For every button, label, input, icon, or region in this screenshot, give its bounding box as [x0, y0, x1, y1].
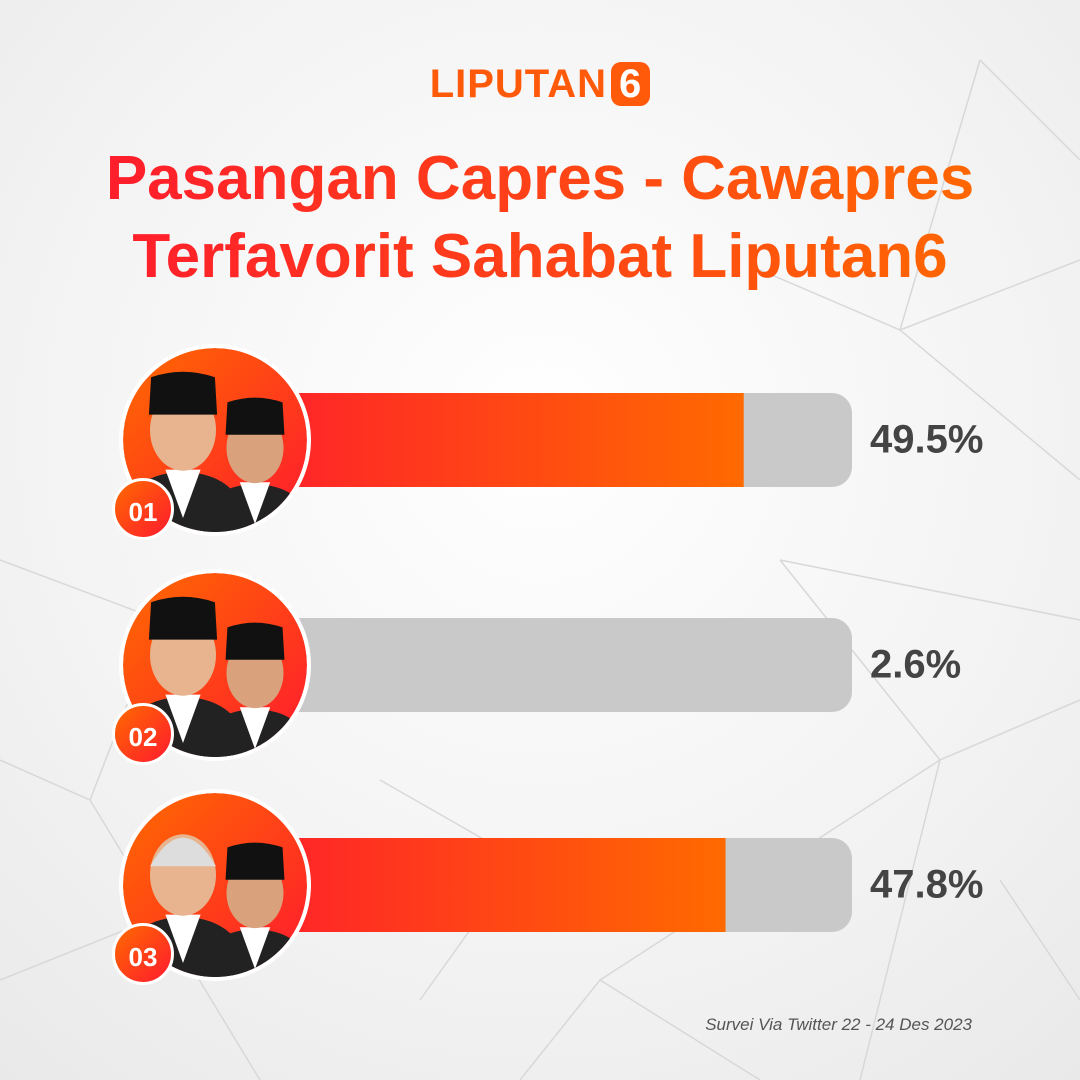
cap	[148, 371, 218, 415]
bar-track	[215, 618, 852, 712]
shirt	[239, 707, 271, 749]
shirt	[165, 469, 201, 518]
cap	[225, 397, 285, 435]
hair	[150, 837, 216, 867]
logo-text: LIPUTAN	[429, 62, 608, 106]
candidate-number: 02	[112, 703, 174, 765]
logo: LIPUTAN 6	[0, 62, 1080, 107]
shirt	[165, 914, 201, 963]
value-label: 49.5%	[870, 417, 984, 462]
value-label: 2.6%	[870, 642, 962, 687]
shirt	[239, 927, 271, 969]
logo-mark: 6	[611, 62, 651, 106]
shirt	[239, 482, 271, 524]
candidate-number: 03	[112, 923, 174, 985]
cap	[225, 622, 285, 660]
cap	[148, 596, 218, 640]
shirt	[165, 694, 201, 743]
candidate-number: 01	[112, 478, 174, 540]
value-label: 47.8%	[870, 862, 984, 907]
source-note: Survei Via Twitter 22 - 24 Des 2023	[705, 1015, 972, 1034]
candidate-photo	[123, 573, 307, 757]
cap	[225, 842, 285, 880]
chart-title: Pasangan Capres - Cawapres Terfavorit Sa…	[70, 140, 1010, 296]
